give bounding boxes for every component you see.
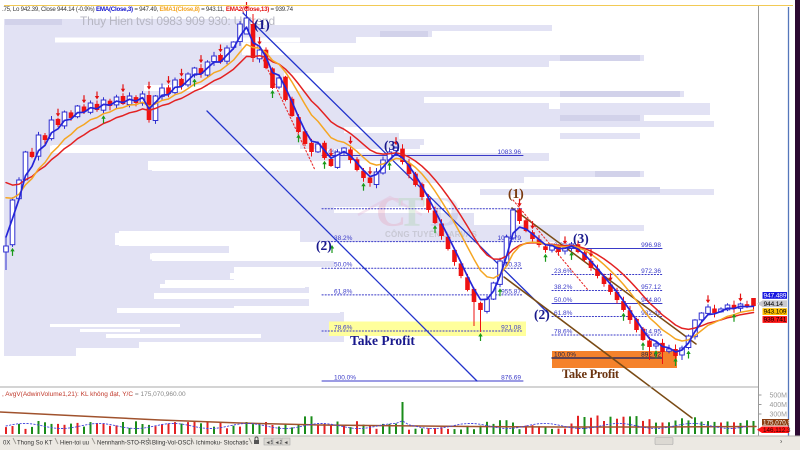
svg-text:Take Profit: Take Profit: [562, 367, 620, 381]
svg-text:78.6%: 78.6%: [334, 325, 353, 332]
svg-text:955.87: 955.87: [501, 288, 521, 295]
svg-text:300M: 300M: [769, 412, 787, 419]
svg-text:61.8%: 61.8%: [554, 310, 573, 317]
svg-text:(1): (1): [508, 186, 524, 201]
svg-text:(3): (3): [384, 138, 400, 153]
svg-text:61.8%: 61.8%: [334, 288, 353, 295]
svg-text:100.0%: 100.0%: [554, 352, 576, 359]
svg-text:1004.79: 1004.79: [498, 235, 522, 242]
svg-text:980.33: 980.33: [501, 262, 521, 269]
svg-text:◄5: ◄5: [266, 440, 274, 446]
svg-text:921.08: 921.08: [501, 325, 521, 332]
svg-text:146,112.3: 146,112.3: [763, 427, 791, 434]
svg-text:(3): (3): [573, 231, 589, 246]
svg-text:C: C: [376, 190, 406, 236]
svg-text:939.741: 939.741: [764, 317, 787, 324]
svg-text:(2): (2): [534, 307, 550, 322]
svg-text:500M: 500M: [769, 393, 787, 400]
svg-text:50.0%: 50.0%: [554, 297, 573, 304]
svg-text:(2): (2): [316, 238, 332, 253]
svg-text:›: ›: [780, 439, 783, 446]
svg-text:876.69: 876.69: [501, 375, 521, 382]
svg-text:78.6%: 78.6%: [554, 329, 573, 336]
svg-text:175,070,9: 175,070,9: [763, 420, 792, 427]
svg-text:944.80: 944.80: [641, 297, 661, 304]
svg-text:100.0%: 100.0%: [334, 375, 356, 382]
svg-text:972.36: 972.36: [641, 268, 661, 275]
svg-text:400M: 400M: [769, 402, 787, 409]
svg-text:944.14: 944.14: [764, 301, 784, 308]
svg-text:CÔNG TUYỂN DARVAS: CÔNG TUYỂN DARVAS: [385, 230, 477, 239]
svg-text:957.12: 957.12: [641, 284, 661, 291]
svg-text:, AvgV(AdwinVolume1,21): KL kh: , AvgV(AdwinVolume1,21): KL không đạt, Y…: [2, 391, 186, 398]
svg-text:932.49: 932.49: [641, 310, 661, 317]
svg-text:◄: ◄: [284, 440, 289, 446]
svg-text:Thong So KT: Thong So KT: [17, 441, 53, 447]
svg-text:947.489: 947.489: [764, 293, 787, 300]
svg-text:(1): (1): [254, 17, 270, 32]
svg-text:892.62: 892.62: [641, 352, 661, 359]
svg-text:23.6%: 23.6%: [554, 268, 573, 275]
svg-text:50.0%: 50.0%: [334, 262, 353, 269]
svg-text:914.95: 914.95: [641, 329, 661, 336]
svg-text:Nennhanh-STO-RSI: Nennhanh-STO-RSI: [97, 441, 151, 447]
svg-text:◄2: ◄2: [275, 440, 283, 446]
svg-text:T: T: [398, 190, 426, 236]
svg-text:.75, Lo 942.39, Close 944.14 (: .75, Lo 942.39, Close 944.14 (-0.9%) EMA…: [2, 6, 294, 13]
svg-text:Hien-toi uu: Hien-toi uu: [60, 441, 89, 447]
svg-text:Thuy Hien tvsi 0983 909 930: U: Thuy Hien tvsi 0983 909 930: Uptrend: [80, 14, 275, 28]
svg-text:996.98: 996.98: [641, 242, 661, 249]
svg-text:0X: 0X: [3, 441, 10, 447]
svg-text:38.2%: 38.2%: [334, 235, 353, 242]
svg-text:1083.96: 1083.96: [498, 149, 522, 156]
svg-text:Bling-Vol-OSCI: Bling-Vol-OSCI: [152, 441, 193, 447]
svg-text:38.2%: 38.2%: [554, 284, 573, 291]
svg-text:Take Profit: Take Profit: [350, 333, 415, 348]
svg-text:943.109: 943.109: [764, 309, 787, 316]
svg-text:Ichimoku- Stochatic: Ichimoku- Stochatic: [196, 441, 248, 447]
